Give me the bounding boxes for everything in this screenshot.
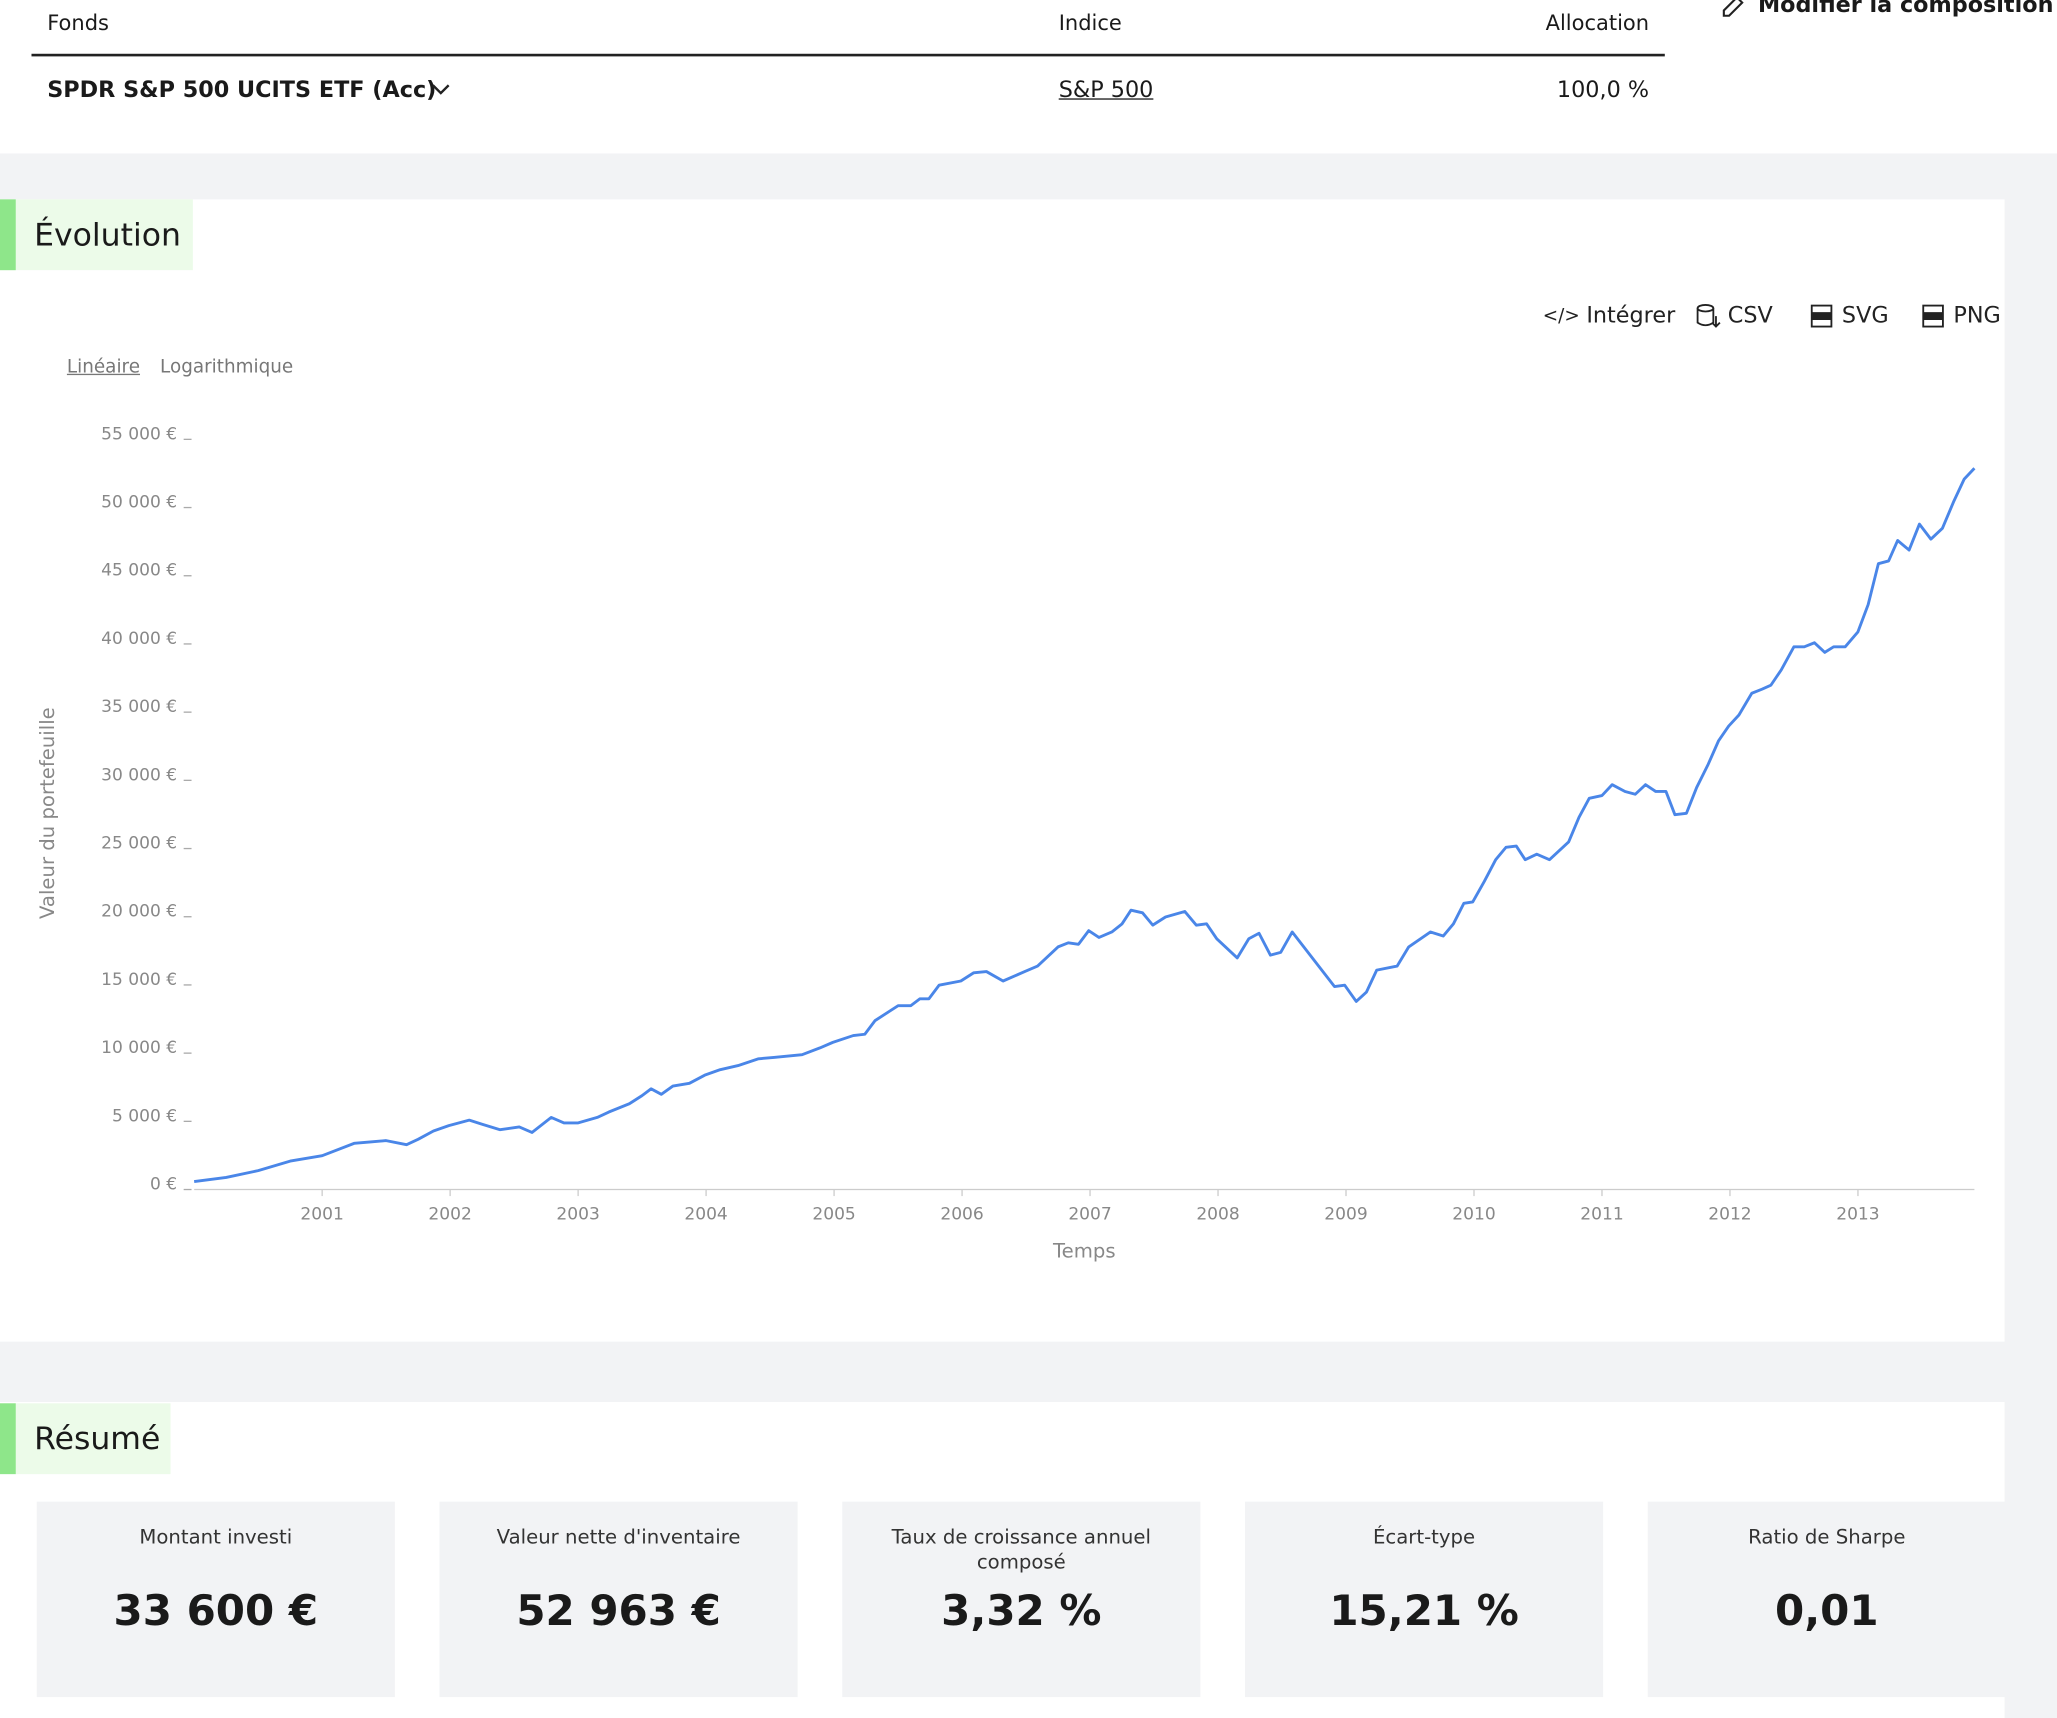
x-tick-label: 2008	[1196, 1205, 1239, 1225]
allocation: 100,0 %	[1556, 77, 1650, 104]
card-label: Écart-type	[1372, 1525, 1476, 1549]
y-tick-label: 25 000 €	[101, 834, 177, 854]
y-tick-label: 0 €	[150, 1175, 177, 1195]
export-embed[interactable]: </> Intégrer	[1542, 302, 1676, 330]
x-tick-label: 2007	[1068, 1205, 1111, 1225]
x-tick-label: 2003	[556, 1205, 599, 1225]
export-svg[interactable]: SVG	[1809, 302, 1889, 330]
card-value: 3,32 %	[941, 1585, 1102, 1636]
card-label: Ratio de Sharpe	[1748, 1525, 1906, 1549]
x-tick-label: 2005	[812, 1205, 855, 1225]
x-tick-label: 2009	[1324, 1205, 1367, 1225]
allocation-panel	[0, 0, 2057, 154]
edit-button[interactable]: Modifier la composition	[1757, 0, 2054, 19]
edit-icon[interactable]	[1720, 0, 1746, 18]
y-tick-label: 50 000 €	[101, 493, 177, 513]
x-tick-label: 2006	[940, 1205, 983, 1225]
export-label[interactable]: PNG	[1953, 302, 2001, 330]
card-value: 33 600 €	[113, 1585, 319, 1636]
summary-card: Écart-type 15,21 %	[1244, 1501, 1604, 1698]
table-header: Allocation	[1545, 10, 1650, 36]
x-tick-label: 2010	[1452, 1205, 1495, 1225]
export-csv[interactable]: CSV	[1695, 303, 1773, 329]
y-tick-label: 40 000 €	[101, 629, 177, 649]
table-header: Fonds	[47, 10, 109, 36]
icon	[1810, 304, 1833, 328]
header-rule	[31, 53, 1665, 56]
card-label: Montant investi	[139, 1525, 293, 1549]
x-tick-label: 2011	[1580, 1205, 1623, 1225]
index-link[interactable]: S&P 500	[1058, 77, 1154, 104]
export-png[interactable]: PNG	[1921, 303, 2001, 329]
y-tick-label: 35 000 €	[101, 697, 177, 717]
x-tick-label: 2001	[300, 1205, 343, 1225]
scale-option[interactable]: Logarithmique	[160, 356, 294, 378]
y-tick-label: 15 000 €	[101, 970, 177, 990]
export-label[interactable]: Intégrer	[1586, 302, 1676, 330]
y-tick-label: 55 000 €	[101, 424, 177, 444]
y-axis-label: Valeur du portefeuille	[36, 707, 59, 919]
summary-card: Valeur nette d'inventaire 52 963 €	[439, 1501, 798, 1698]
export-label[interactable]: CSV	[1727, 302, 1773, 330]
x-tick-label: 2002	[428, 1205, 471, 1225]
y-tick-label: 5 000 €	[112, 1106, 177, 1126]
x-tick-label: 2004	[684, 1205, 727, 1225]
y-tick-label: 30 000 €	[101, 765, 177, 785]
card-value: 0,01	[1775, 1585, 1879, 1636]
x-tick-label: 2013	[1836, 1205, 1879, 1225]
summary-card: Montant investi 33 600 €	[36, 1501, 395, 1698]
icon	[1696, 304, 1721, 328]
section-title: Évolution	[0, 199, 193, 271]
y-tick-label: 45 000 €	[101, 561, 177, 581]
table-header: Indice	[1058, 10, 1122, 36]
fund-name[interactable]: SPDR S&P 500 UCITS ETF (Acc)	[47, 77, 437, 104]
y-tick-label: 10 000 €	[101, 1038, 177, 1058]
icon	[1922, 304, 1944, 328]
line	[193, 467, 1976, 1183]
scale-option[interactable]: Linéaire	[66, 356, 141, 378]
y-tick-label: 20 000 €	[101, 902, 177, 922]
x-axis-label: Temps	[1052, 1240, 1116, 1263]
chevron[interactable]	[430, 81, 451, 97]
card-value: 15,21 %	[1329, 1585, 1519, 1636]
section-title: Résumé	[0, 1403, 171, 1475]
summary-card: Ratio de Sharpe 0,01	[1647, 1501, 2006, 1698]
card-label: Valeur nette d'inventaire	[496, 1525, 741, 1549]
summary-card: Taux de croissance annuel composé 3,32 %	[842, 1501, 1201, 1698]
x-tick-label: 2012	[1708, 1205, 1751, 1225]
card-label: Taux de croissance annuel composé	[891, 1525, 1151, 1574]
export-label[interactable]: SVG	[1841, 302, 1889, 330]
card-value: 52 963 €	[516, 1585, 721, 1636]
